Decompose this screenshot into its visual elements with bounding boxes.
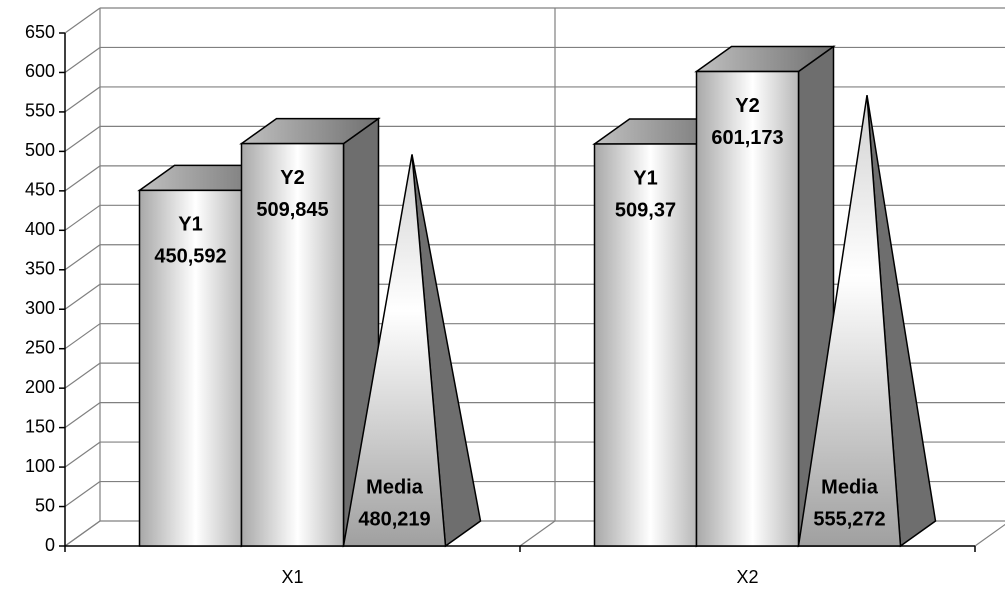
data-label-name: Media <box>366 476 424 498</box>
grid-line <box>64 7 101 34</box>
y-tick-label: 100 <box>25 456 55 476</box>
y-tick-label: 200 <box>25 377 55 397</box>
data-label-name: Y1 <box>633 167 657 189</box>
data-label-name: Y2 <box>280 167 304 189</box>
data-label: 509,37 <box>615 199 676 221</box>
data-label-name: Media <box>821 476 879 498</box>
grid-line <box>64 46 101 73</box>
grid-line <box>64 323 101 350</box>
grid-line <box>64 481 101 508</box>
floor-line <box>519 520 556 547</box>
y-tick-label: 650 <box>25 22 55 42</box>
y-tick-label: 150 <box>25 416 55 436</box>
grid-line <box>64 165 101 192</box>
data-label: 601,173 <box>711 127 783 149</box>
grid-line <box>64 402 101 429</box>
grid-line <box>64 86 101 113</box>
y-tick-label: 350 <box>25 259 55 279</box>
bar <box>593 143 698 547</box>
y-tick-label: 50 <box>35 495 55 515</box>
y-tick-label: 300 <box>25 298 55 318</box>
y-tick-label: 250 <box>25 337 55 357</box>
data-label-name: Y2 <box>735 95 759 117</box>
x-tick-label: X1 <box>281 567 303 587</box>
y-tick-label: 0 <box>45 535 55 555</box>
y-tick-label: 400 <box>25 219 55 239</box>
grid-line <box>64 125 101 152</box>
y-tick-label: 550 <box>25 101 55 121</box>
bar <box>240 142 345 547</box>
y-tick-label: 600 <box>25 61 55 81</box>
bar <box>695 70 800 547</box>
grid-line <box>64 204 101 231</box>
data-label: 480,219 <box>358 508 430 530</box>
y-tick-label: 500 <box>25 140 55 160</box>
pyramid <box>342 154 447 547</box>
floor-line <box>974 523 1005 547</box>
data-label: 509,845 <box>256 199 328 221</box>
data-label: 450,592 <box>154 246 226 268</box>
x-tick-label: X2 <box>736 567 758 587</box>
pyramid <box>797 95 902 547</box>
data-label-name: Y1 <box>178 214 202 236</box>
grid-line <box>64 244 101 271</box>
data-label: 555,272 <box>813 508 885 530</box>
y-tick-label: 450 <box>25 180 55 200</box>
bar <box>138 189 243 547</box>
grid-line <box>64 283 101 310</box>
floor-line <box>64 520 101 547</box>
grid-line <box>64 362 101 389</box>
grid-line <box>64 441 101 468</box>
